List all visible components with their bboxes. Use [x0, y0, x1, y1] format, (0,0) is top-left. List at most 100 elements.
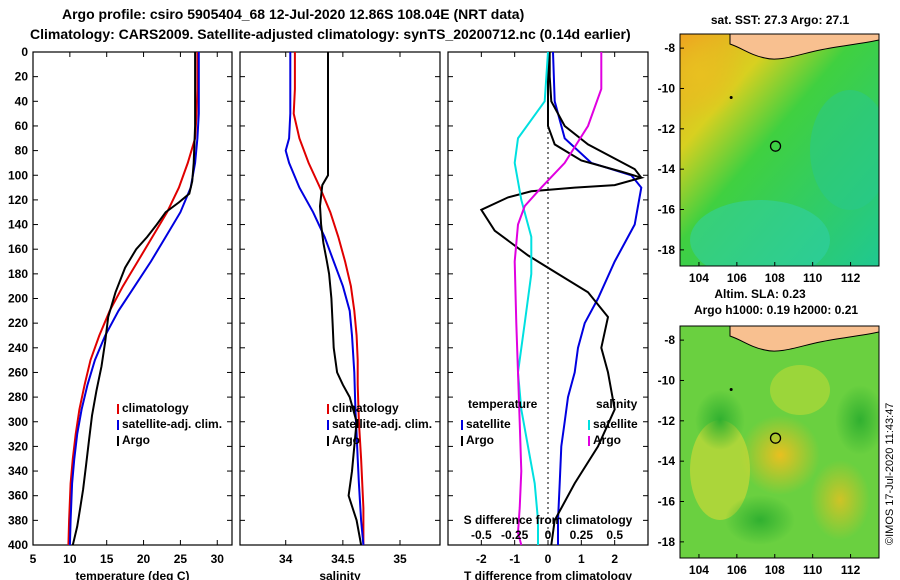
- diff-xtick-label: -1: [509, 552, 520, 566]
- imos-stamp: ©IMOS 17-Jul-2020 11:43:47: [884, 402, 896, 545]
- sla-ytick-label: -18: [658, 535, 676, 549]
- sal-legend-label: satellite-adj. clim.: [332, 417, 432, 431]
- depth-tick-label: 120: [8, 193, 28, 207]
- sst-argo-position-marker: [769, 140, 782, 152]
- sst-ytick-label: -10: [658, 81, 676, 95]
- diff-legend-temp-label: Argo: [466, 433, 494, 447]
- depth-tick-label: 100: [8, 168, 28, 182]
- sal-series-climatology: [292, 52, 365, 545]
- sal-legend-label: Argo: [332, 433, 360, 447]
- diff-series-temperature-argo: [479, 52, 645, 546]
- sla-xtick-label: 112: [841, 563, 861, 577]
- diff-s-tick-label: 0.25: [570, 528, 594, 542]
- temp-xtick-label: 5: [30, 552, 37, 566]
- sal-legend-label: climatology: [332, 401, 399, 415]
- depth-tick-label: 160: [8, 242, 28, 256]
- sla-argo-position-marker: [769, 432, 782, 444]
- depth-tick-label: 400: [8, 538, 28, 552]
- sla-xtick-label: 108: [765, 563, 785, 577]
- sla-island-marker: [729, 388, 733, 392]
- diff-series-salinity-satellite: [513, 51, 549, 545]
- sst-ytick-label: -8: [664, 41, 675, 55]
- diff-series-temperature-argo-2-: [548, 52, 643, 179]
- temp-legend-label: climatology: [122, 401, 189, 415]
- diff-xtick-label: 1: [578, 552, 585, 566]
- sst-map-title: sat. SST: 27.3 Argo: 27.1: [711, 13, 850, 27]
- temp-xtick-label: 20: [137, 552, 151, 566]
- sst-map-field: [680, 34, 879, 266]
- temp-series-satellite-adj-clim-: [68, 52, 200, 546]
- sla-ytick-label: -10: [658, 373, 676, 387]
- sst-ytick-label: -16: [658, 203, 676, 217]
- diff-s-tick-label: 0: [545, 528, 552, 542]
- diff-xtick-label: 2: [611, 552, 618, 566]
- temp-legend-label: satellite-adj. clim.: [122, 417, 222, 431]
- sal-xtick-label: 35: [393, 552, 407, 566]
- temp-series-argo: [71, 52, 197, 546]
- diff-xtick-label: 0: [545, 552, 552, 566]
- sla-ytick-label: -16: [658, 495, 676, 509]
- depth-tick-label: 180: [8, 267, 28, 281]
- depth-tick-label: 280: [8, 390, 28, 404]
- sst-ytick-label: -18: [658, 243, 676, 257]
- sal-series-satellite-adj-clim-: [284, 52, 365, 546]
- depth-tick-label: 240: [8, 341, 28, 355]
- diff-legend-sal-title: salinity: [596, 397, 638, 411]
- sla-map-title-line2: Argo h1000: 0.19 h2000: 0.21: [694, 303, 858, 317]
- sst-island-marker: [729, 96, 733, 100]
- temp-axes-frame: [32, 51, 233, 546]
- temp-legend-label: Argo: [122, 433, 150, 447]
- temp-xtick-label: 30: [211, 552, 225, 566]
- sla-xtick-label: 104: [689, 563, 709, 577]
- sst-ytick-label: -14: [658, 162, 676, 176]
- depth-tick-label: 220: [8, 316, 28, 330]
- sal-series-argo: [318, 52, 363, 546]
- diff-s-tick-label: 0.5: [606, 528, 623, 542]
- depth-tick-label: 60: [15, 119, 29, 133]
- title-line-2: Climatology: CARS2009. Satellite-adjuste…: [30, 26, 631, 42]
- sst-ytick-label: -12: [658, 122, 676, 136]
- depth-tick-label: 80: [15, 144, 29, 158]
- diff-series-salinity-argo: [513, 52, 603, 546]
- diff-xlabel: T difference from climatology: [464, 569, 632, 580]
- title-line-1: Argo profile: csiro 5905404_68 12-Jul-20…: [62, 6, 525, 22]
- sst-xtick-label: 106: [727, 271, 747, 285]
- depth-tick-label: 200: [8, 292, 28, 306]
- sal-xtick-label: 34: [279, 552, 293, 566]
- sla-ytick-label: -14: [658, 454, 676, 468]
- depth-tick-label: 320: [8, 439, 28, 453]
- diff-s-axis-label: S difference from climatology: [464, 513, 633, 527]
- temp-xtick-label: 15: [100, 552, 114, 566]
- sla-map-title-line1: Altim. SLA: 0.23: [714, 287, 806, 301]
- depth-tick-label: 260: [8, 365, 28, 379]
- depth-tick-label: 20: [15, 70, 29, 84]
- sst-map-frame: [679, 33, 880, 267]
- sla-xtick-label: 110: [803, 563, 823, 577]
- sla-ytick-label: -8: [664, 333, 675, 347]
- depth-tick-label: 40: [15, 94, 29, 108]
- diff-series-temperature-satellite: [552, 51, 643, 545]
- temp-xtick-label: 10: [63, 552, 77, 566]
- sst-xtick-label: 104: [689, 271, 709, 285]
- sla-xtick-label: 106: [727, 563, 747, 577]
- diff-s-tick-label: -0.5: [471, 528, 492, 542]
- sal-xtick-label: 34.5: [331, 552, 355, 566]
- diff-legend-sal-label: satellite: [593, 417, 638, 431]
- diff-legend-sal-label: Argo: [593, 433, 621, 447]
- temp-xtick-label: 25: [174, 552, 188, 566]
- sst-xtick-label: 110: [803, 271, 823, 285]
- depth-tick-label: 300: [8, 415, 28, 429]
- sst-xtick-label: 108: [765, 271, 785, 285]
- sal-xlabel: salinity: [319, 569, 361, 580]
- depth-tick-label: 140: [8, 218, 28, 232]
- diff-s-tick-label: -0.25: [501, 528, 529, 542]
- diff-legend-temp-title: temperature: [468, 397, 538, 411]
- sst-xtick-label: 112: [841, 271, 861, 285]
- sla-ytick-label: -12: [658, 414, 676, 428]
- diff-xtick-label: -2: [476, 552, 487, 566]
- temp-xlabel: temperature (deg C): [75, 569, 189, 580]
- sla-map-frame: [679, 325, 880, 559]
- depth-tick-label: 380: [8, 513, 28, 527]
